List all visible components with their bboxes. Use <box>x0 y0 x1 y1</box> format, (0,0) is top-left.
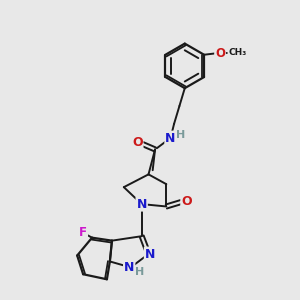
Text: O: O <box>132 136 142 149</box>
Text: N: N <box>124 261 134 274</box>
Text: H: H <box>176 130 185 140</box>
Text: N: N <box>165 132 176 145</box>
Text: CH₃: CH₃ <box>228 48 247 57</box>
Text: N: N <box>136 198 147 211</box>
Text: O: O <box>215 47 225 60</box>
Text: N: N <box>145 248 155 260</box>
Text: H: H <box>135 267 144 277</box>
Text: F: F <box>79 226 87 239</box>
Text: O: O <box>181 195 192 208</box>
